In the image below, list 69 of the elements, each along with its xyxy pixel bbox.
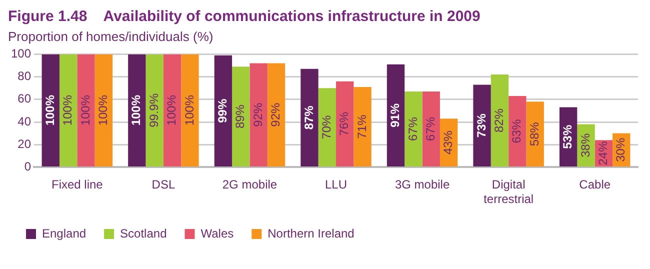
data-label: 87% (302, 105, 316, 130)
data-label: 24% (596, 140, 610, 166)
y-tick-label: 60 (18, 92, 32, 106)
data-label: 100% (42, 94, 57, 126)
data-label: 67% (406, 116, 420, 141)
chart-title: Figure 1.48 Availability of communications infrastructure in 2009 (8, 8, 482, 25)
bar (300, 68, 318, 166)
data-label: 100% (96, 94, 110, 126)
bar (146, 54, 164, 166)
data-label: 89% (233, 104, 248, 129)
data-label: 63% (510, 118, 524, 144)
x-tick-label: Digital terrestrial (484, 178, 534, 206)
y-tick-label: 80 (18, 69, 32, 84)
x-tick-label: Cable (579, 178, 611, 192)
data-label: 100% (60, 94, 75, 126)
data-label: 38% (578, 133, 592, 158)
data-label: 99.9% (146, 93, 161, 128)
y-tick-label: 40 (18, 114, 32, 128)
bar (42, 54, 60, 166)
y-tick-label: 0 (24, 160, 32, 174)
legend-label: Wales (200, 226, 234, 240)
data-label: 92% (250, 102, 265, 127)
bar (267, 63, 286, 166)
legend-label: Scotland (120, 226, 167, 240)
bar (232, 66, 250, 166)
bar (386, 64, 405, 166)
data-label: 99% (216, 98, 230, 123)
x-tick-label: LLU (325, 178, 348, 192)
bar (59, 54, 78, 166)
x-tick-label: 2G mobile (222, 178, 278, 192)
x-tick-label: Fixed line (51, 178, 104, 192)
bar (250, 63, 268, 166)
bar (181, 54, 199, 166)
data-label: 100% (129, 94, 144, 126)
bar (473, 84, 491, 166)
data-label: 100% (164, 94, 179, 126)
legend-label: Northern Ireland (268, 226, 354, 240)
data-label: 92% (268, 102, 283, 127)
y-tick-label: 20 (18, 136, 32, 151)
data-label: 91% (388, 103, 402, 128)
data-label: 73% (474, 113, 488, 138)
data-label: 30% (614, 138, 628, 162)
bar (77, 54, 95, 166)
data-label: 76% (337, 112, 352, 136)
y-tick-label: 100 (10, 46, 32, 61)
data-label: 82% (492, 108, 506, 133)
data-label: 67% (423, 116, 438, 141)
bar (404, 91, 422, 166)
bar (354, 86, 372, 166)
data-label: 53% (560, 124, 575, 149)
bar (508, 96, 526, 166)
x-tick-label: DSL (152, 178, 176, 192)
data-label: 100% (182, 94, 196, 126)
data-label: 71% (354, 114, 369, 139)
x-tick-label: 3G mobile (394, 178, 450, 192)
bar (163, 54, 182, 166)
bar (128, 54, 146, 166)
data-label: 100% (78, 94, 92, 126)
bar (318, 88, 336, 166)
bar (94, 54, 113, 166)
legend-label: England (42, 226, 86, 240)
bar (336, 81, 354, 166)
data-label: 43% (441, 130, 456, 155)
data-label: 58% (527, 122, 542, 146)
bar (422, 91, 440, 166)
data-label: 70% (319, 114, 334, 140)
bar (214, 55, 232, 166)
bar (490, 74, 509, 166)
y-axis-title: Proportion of homes/individuals (%) (8, 29, 214, 44)
